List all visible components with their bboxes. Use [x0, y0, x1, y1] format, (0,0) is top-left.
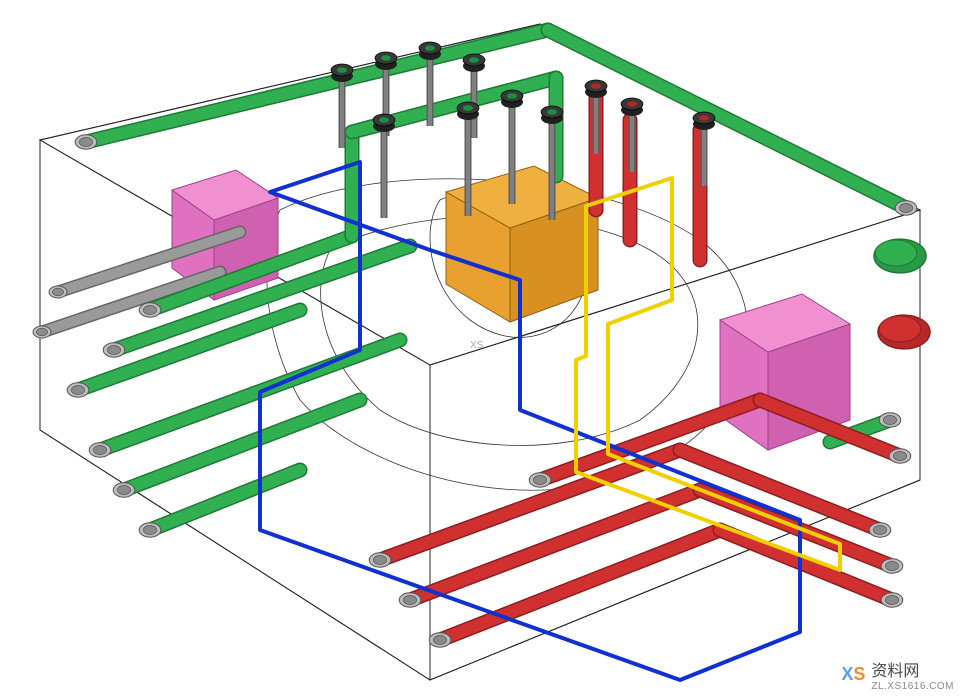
green-pipe	[86, 30, 548, 142]
green-end-cap-face	[875, 240, 917, 266]
red-end-cap-face	[879, 316, 921, 342]
watermark-logo-s: S	[853, 664, 865, 685]
green-connector-inner	[883, 415, 896, 424]
watermark: X S 资料网 ZL.XS1616.COM	[841, 657, 954, 692]
red-connector-inner	[873, 525, 886, 534]
bolt-head-dot	[547, 109, 557, 115]
red-pipe	[410, 490, 700, 600]
green-connector-inner	[117, 485, 130, 494]
grey-connector-inner	[53, 288, 64, 296]
green-pipe	[124, 400, 360, 490]
watermark-text-block: 资料网 ZL.XS1616.COM	[871, 657, 954, 692]
red-connector-inner	[403, 595, 416, 604]
red-pipe	[440, 530, 720, 640]
grey-connector-inner	[37, 328, 48, 336]
axis-label: XS	[470, 340, 484, 351]
red-connector-inner	[533, 475, 546, 484]
green-connector-inner	[143, 525, 156, 534]
green-connector-inner	[71, 385, 84, 394]
green-connector-inner	[79, 137, 92, 146]
watermark-url: ZL.XS1616.COM	[871, 681, 954, 692]
bolt-head-dot	[463, 105, 473, 111]
red-pipe	[720, 530, 892, 600]
bolt-head-dot	[337, 67, 347, 73]
green-connector-inner	[899, 203, 912, 212]
bolt-head-dot	[627, 101, 637, 107]
green-connector-inner	[107, 345, 120, 354]
bolt-head-dot	[381, 55, 391, 61]
bolt-head-dot	[469, 57, 479, 63]
bolt-head-dot	[379, 117, 389, 123]
red-connector-inner	[885, 561, 898, 570]
red-connector-inner	[373, 555, 386, 564]
bolt-head-dot	[507, 93, 517, 99]
red-connector-inner	[433, 635, 446, 644]
red-connector-inner	[893, 451, 906, 460]
cad-diagram-canvas: XS X S 资料网 ZL.XS1616.COM	[0, 0, 962, 700]
red-connector-inner	[885, 595, 898, 604]
diagram-svg: XS	[0, 0, 962, 700]
green-connector-inner	[93, 445, 106, 454]
green-connector-inner	[143, 305, 156, 314]
bolt-head-dot	[425, 45, 435, 51]
watermark-logo-x: X	[841, 664, 853, 685]
bolt-head-dot	[699, 115, 709, 121]
watermark-logo: X S	[841, 664, 865, 685]
bolt-head-dot	[591, 83, 601, 89]
watermark-title: 资料网	[871, 657, 954, 681]
